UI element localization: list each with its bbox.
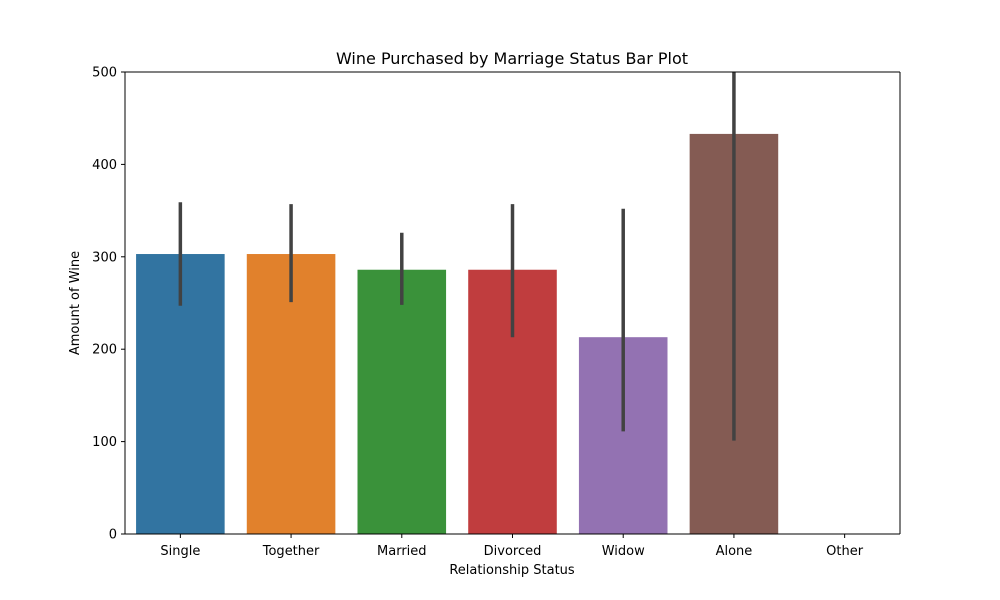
y-axis-ticks: 0 100 200 300 400 500: [92, 66, 125, 543]
bar-married: [357, 269, 447, 534]
x-tick-label-together: Together: [262, 544, 320, 559]
y-tick-label-100: 100: [92, 435, 117, 450]
y-tick-label-300: 300: [92, 250, 117, 265]
x-tick-label-widow: Widow: [602, 544, 645, 559]
y-tick-label-400: 400: [92, 158, 117, 173]
x-axis-ticks: Single Together Married Divorced Widow Alone O…: [160, 534, 864, 559]
y-tick-label-200: 200: [92, 343, 117, 358]
error-bars-group: [178, 72, 736, 441]
y-axis-label: Amount of Wine: [68, 251, 83, 355]
y-tick-label-0: 0: [109, 528, 117, 543]
x-tick-label-married: Married: [377, 544, 427, 559]
x-tick-label-alone: Alone: [716, 544, 753, 559]
bars-group: [136, 133, 779, 534]
x-tick-label-other: Other: [826, 544, 864, 559]
x-axis-label: Relationship Status: [449, 563, 575, 578]
chart-title: Wine Purchased by Marriage Status Bar Pl…: [336, 49, 688, 68]
x-tick-label-single: Single: [160, 544, 200, 559]
x-tick-label-divorced: Divorced: [484, 544, 542, 559]
y-tick-label-500: 500: [92, 66, 117, 81]
